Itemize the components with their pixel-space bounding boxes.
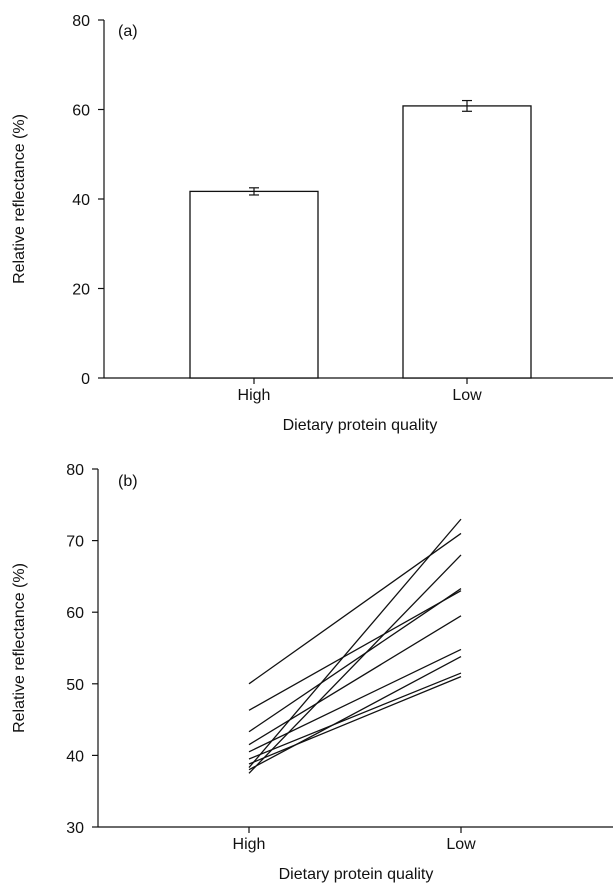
- panel-b-y-ticks: 30 40 50 60 70 80: [66, 462, 98, 837]
- panel-b-x-tick-label: High: [233, 836, 266, 853]
- panel-a-y-tick-label: 80: [72, 13, 90, 30]
- panel-b-y-tick-label: 80: [66, 462, 84, 479]
- panel-b-subject-line: [248, 554, 462, 774]
- panel-a-bar-chart: (a) 0 20 40 60 80 High Low Dietary protein qu…: [11, 13, 613, 434]
- panel-b-lines: [248, 518, 462, 774]
- panel-b-subject-line: [248, 518, 462, 768]
- panel-b-subject-line: [248, 672, 462, 760]
- panel-b-line-chart: (b) 30 40 50 60 70 80 High Low Dietary protein…: [11, 462, 613, 883]
- panel-b-x-ticks: High Low: [233, 827, 476, 853]
- panel-b-subject-line: [248, 590, 462, 711]
- panel-a-x-axis-label: Dietary protein quality: [283, 417, 438, 434]
- panel-b-y-tick-label: 50: [66, 677, 84, 694]
- panel-a-bar-low: [402, 105, 532, 379]
- panel-a-x-tick-label: Low: [452, 387, 482, 404]
- panel-b-x-tick-label: Low: [446, 836, 476, 853]
- panel-a-x-ticks: High Low: [238, 378, 482, 404]
- panel-b-subject-line: [248, 615, 462, 746]
- panel-b-subject-line: [248, 656, 462, 771]
- panel-b-subject-line: [248, 676, 462, 765]
- panel-a-y-tick-label: 0: [81, 371, 90, 388]
- panel-b-y-axis-label: Relative reflectance (%): [11, 563, 28, 733]
- panel-a-y-tick-label: 20: [72, 282, 90, 299]
- panel-b-y-tick-label: 30: [66, 820, 84, 837]
- panel-a-label: (a): [118, 23, 138, 40]
- panel-a-y-ticks: 0 20 40 60 80: [72, 13, 104, 388]
- panel-b-x-axis-label: Dietary protein quality: [279, 866, 434, 883]
- panel-b-subject-line: [248, 532, 462, 685]
- panel-b-y-tick-label: 40: [66, 748, 84, 765]
- panel-b-label: (b): [118, 473, 138, 490]
- panel-a-bars: [189, 99, 532, 379]
- panel-a-y-tick-label: 60: [72, 103, 90, 120]
- panel-a-bar-high: [189, 190, 319, 379]
- panel-b-y-tick-label: 70: [66, 534, 84, 551]
- panel-b-subject-line: [248, 588, 462, 733]
- panel-b-subject-line: [248, 648, 462, 753]
- panel-b-y-tick-label: 60: [66, 605, 84, 622]
- panel-a-y-axis-label: Relative reflectance (%): [11, 114, 28, 284]
- panel-a-x-tick-label: High: [238, 387, 271, 404]
- panel-a-y-tick-label: 40: [72, 192, 90, 209]
